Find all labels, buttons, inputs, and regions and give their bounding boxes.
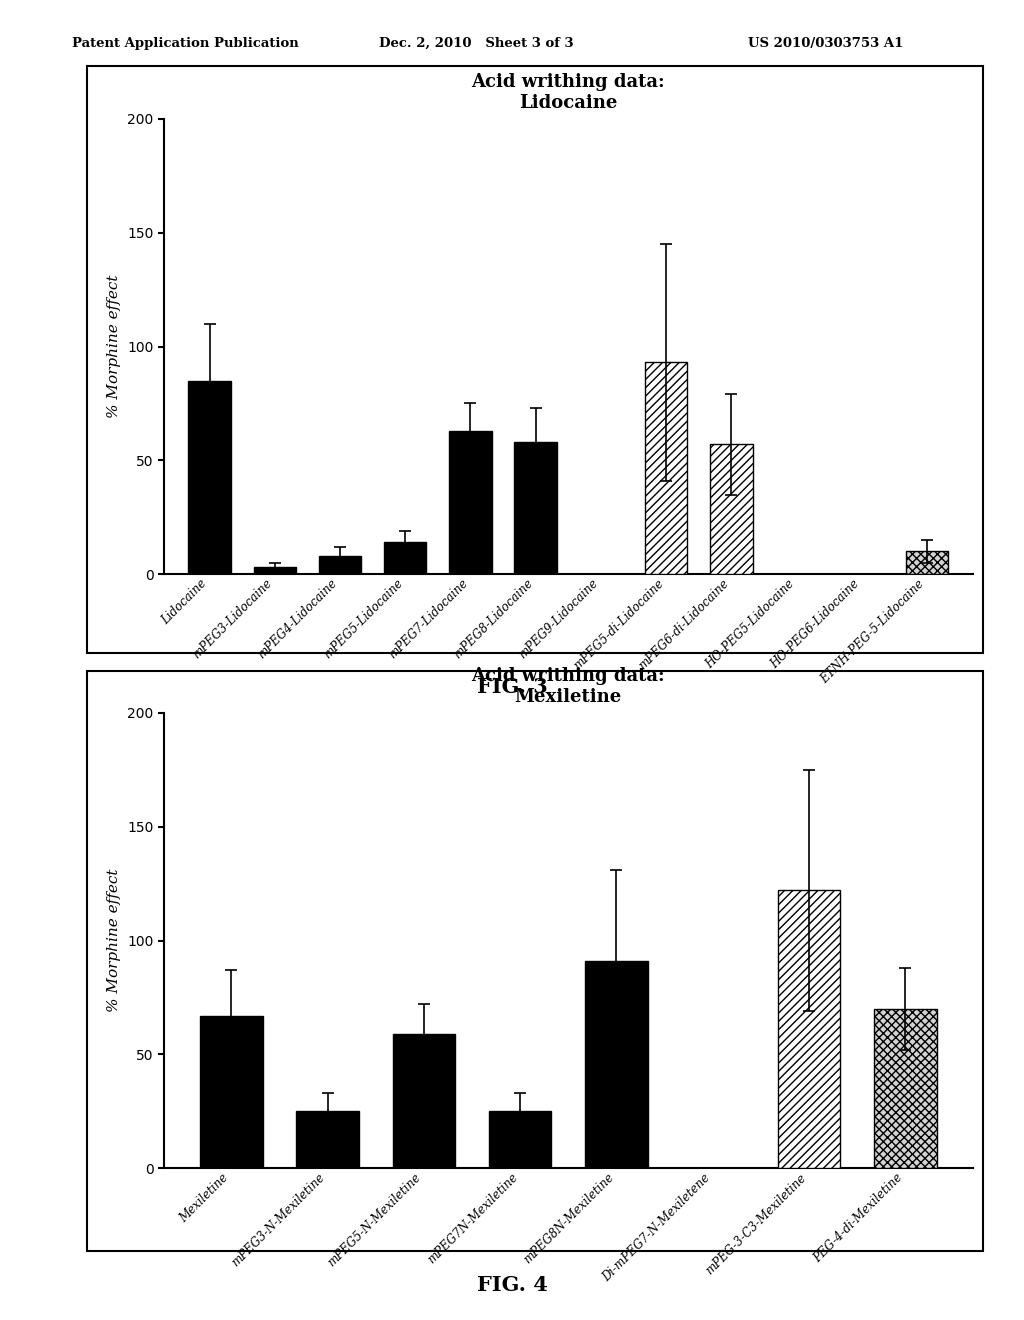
Bar: [188, 380, 230, 574]
Bar: [384, 543, 426, 574]
Title: Acid writhing data:
Lidocaine: Acid writhing data: Lidocaine: [471, 73, 666, 112]
Title: Acid writhing data:
Mexiletine: Acid writhing data: Mexiletine: [471, 667, 666, 706]
Text: Dec. 2, 2010   Sheet 3 of 3: Dec. 2, 2010 Sheet 3 of 3: [379, 37, 573, 50]
Bar: [645, 363, 687, 574]
Bar: [296, 1111, 358, 1168]
Y-axis label: % Morphine effect: % Morphine effect: [108, 275, 122, 418]
Text: FIG. 3: FIG. 3: [476, 677, 548, 697]
Bar: [254, 568, 296, 574]
Bar: [874, 1008, 937, 1168]
Bar: [392, 1034, 455, 1168]
Bar: [906, 552, 948, 574]
Text: US 2010/0303753 A1: US 2010/0303753 A1: [748, 37, 903, 50]
Bar: [488, 1111, 552, 1168]
Bar: [200, 1015, 262, 1168]
Text: FIG. 4: FIG. 4: [476, 1275, 548, 1295]
Bar: [778, 891, 841, 1168]
Y-axis label: % Morphine effect: % Morphine effect: [108, 869, 122, 1012]
Bar: [711, 445, 753, 574]
Bar: [450, 430, 492, 574]
Bar: [318, 556, 361, 574]
Bar: [514, 442, 557, 574]
Text: Patent Application Publication: Patent Application Publication: [72, 37, 298, 50]
Bar: [585, 961, 648, 1168]
